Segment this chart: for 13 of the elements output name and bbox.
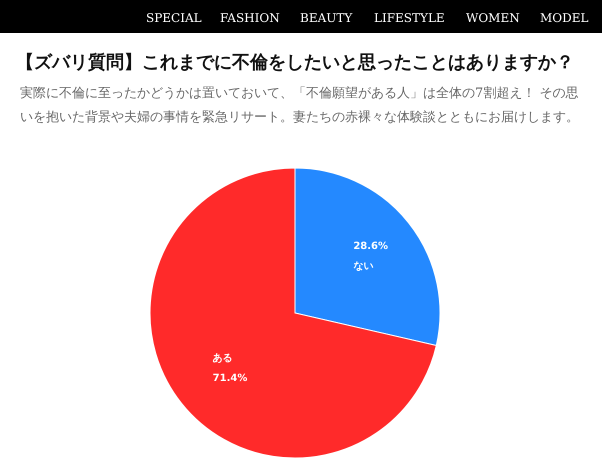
text: WOMEN: [466, 11, 520, 25]
text: LIFESTYLE: [374, 11, 445, 25]
text: BEAUTY: [300, 11, 354, 25]
slice-label: ある: [212, 352, 233, 364]
data-label: 28.6%: [353, 241, 388, 252]
data-label: 71.4%: [212, 372, 248, 384]
pie-slice: [150, 168, 437, 458]
chart-title: 【ズバリ質問】これまでに不倫をしたいと思ったことはありますか？: [16, 52, 574, 73]
chart-subtitle: 実際に不倫に至ったかどうかは置いておいて、「不倫願望がある人」は全体の7割超え！ その思いを抱いた背景や夫婦の事情を緊急リサート。妻たちの赤裸々な体験談とともにお届けします。: [20, 85, 579, 125]
slice-label: ない: [353, 261, 374, 272]
text: SPECIAL: [146, 11, 202, 25]
text: MODEL: [540, 11, 589, 25]
text: FASHION: [220, 11, 280, 25]
